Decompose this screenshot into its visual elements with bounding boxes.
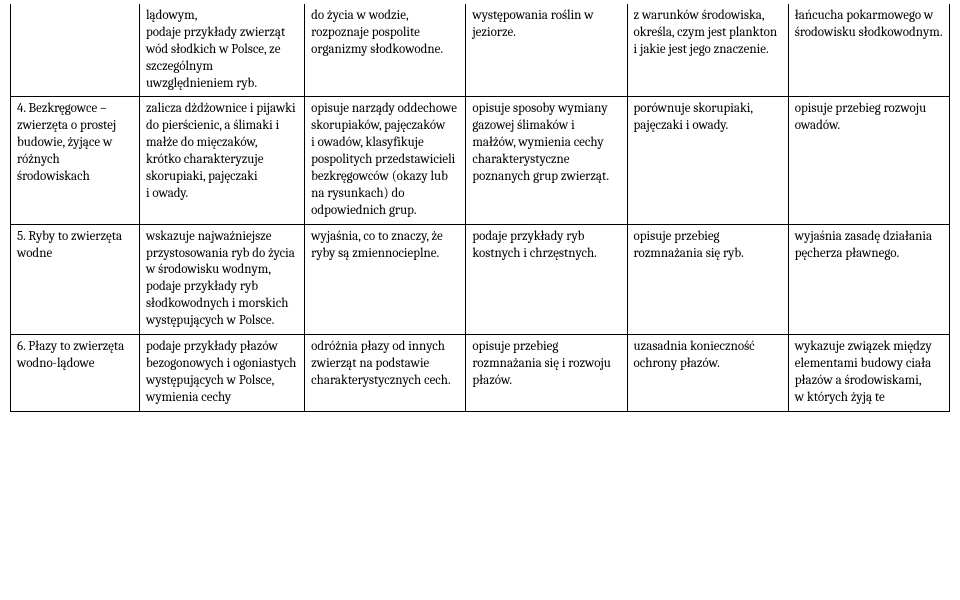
cell: wskazuje najważniejsze przystosowania ry… <box>139 224 304 334</box>
cell: występowania roślin w jeziorze. <box>466 4 627 97</box>
cell-topic <box>11 4 140 97</box>
cell: wykazuje związek między elementami budow… <box>788 335 949 412</box>
cell: opisuje przebieg rozmnażania się i rozwo… <box>466 335 627 412</box>
cell: podaje przykłady płazów bezogonowych i o… <box>139 335 304 412</box>
table-row: 5. Ryby to zwierzęta wodne wskazuje najw… <box>11 224 950 334</box>
cell: opisuje przebieg rozwoju owadów. <box>788 97 949 224</box>
cell: do życia w wodzie, rozpoznaje pospolite … <box>305 4 466 97</box>
cell: odróżnia płazy od innych zwierząt na pod… <box>305 335 466 412</box>
cell: opisuje sposoby wymiany gazowej ślimaków… <box>466 97 627 224</box>
table-row: 6. Płazy to zwierzęta wodno-lądowe podaj… <box>11 335 950 412</box>
cell: uzasadnia konieczność ochrony płazów. <box>627 335 788 412</box>
cell-topic: 4. Bezkręgowce – zwierzęta o prostej bud… <box>11 97 140 224</box>
cell: opisuje narządy oddechowe skorupiaków, p… <box>305 97 466 224</box>
table-row: 4. Bezkręgowce – zwierzęta o prostej bud… <box>11 97 950 224</box>
cell: opisuje przebieg rozmnażania się ryb. <box>627 224 788 334</box>
cell: podaje przykłady ryb kostnych i chrzęstn… <box>466 224 627 334</box>
cell: lądowym,podaje przykłady zwierząt wód sł… <box>139 4 304 97</box>
cell: łańcucha pokarmowego w środowisku słodko… <box>788 4 949 97</box>
cell-topic: 6. Płazy to zwierzęta wodno-lądowe <box>11 335 140 412</box>
cell: z warunków środowiska,określa, czym jest… <box>627 4 788 97</box>
cell-topic: 5. Ryby to zwierzęta wodne <box>11 224 140 334</box>
curriculum-table: lądowym,podaje przykłady zwierząt wód sł… <box>10 4 950 412</box>
cell: wyjaśnia, co to znaczy, że ryby są zmien… <box>305 224 466 334</box>
cell: zalicza dżdżownice i pijawki do pierście… <box>139 97 304 224</box>
cell: wyjaśnia zasadę działania pęcherza pławn… <box>788 224 949 334</box>
cell: porównuje skorupiaki, pajęczaki i owady. <box>627 97 788 224</box>
table-row: lądowym,podaje przykłady zwierząt wód sł… <box>11 4 950 97</box>
